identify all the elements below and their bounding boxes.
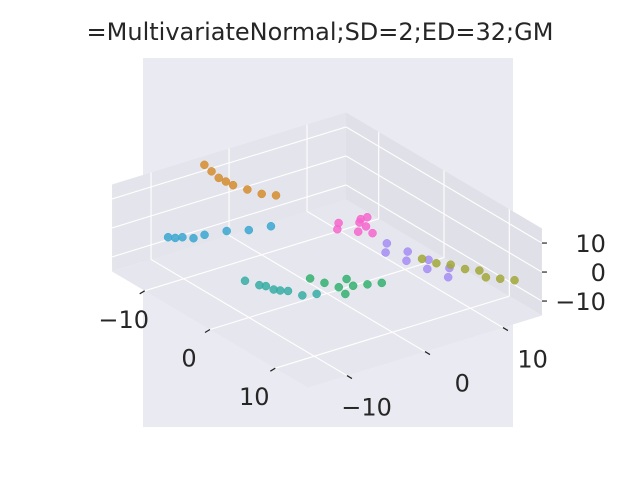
grid-line-z-back (345, 126, 543, 244)
data-point-series-1 (178, 232, 187, 242)
data-point-series-4 (353, 227, 363, 236)
data-point-series-4 (333, 225, 342, 234)
data-point-series-6 (446, 260, 455, 269)
data-point-series-4 (355, 218, 364, 227)
data-point-series-0 (257, 189, 266, 199)
data-point-series-4 (368, 228, 377, 238)
y-tick-mark (424, 351, 431, 356)
data-point-series-4 (361, 222, 371, 231)
data-point-series-6 (475, 266, 484, 275)
data-point-series-1 (171, 233, 180, 243)
x-tick-mark (269, 367, 276, 372)
y-tick-label: −10 (341, 394, 392, 422)
y-tick-label: 0 (455, 370, 470, 398)
data-point-series-5 (381, 248, 390, 257)
data-point-series-5 (382, 239, 392, 248)
data-point-series-3 (341, 289, 350, 299)
data-points (163, 160, 519, 300)
data-point-series-0 (214, 173, 223, 183)
data-point-series-5 (403, 247, 412, 256)
x-tick-label: 10 (239, 383, 270, 411)
data-point-series-6 (510, 275, 519, 285)
data-point-series-0 (221, 177, 231, 186)
data-point-series-3 (363, 280, 372, 289)
data-point-series-5 (423, 264, 432, 274)
z-tick-label: 0 (591, 259, 606, 287)
data-point-series-3 (305, 274, 315, 283)
data-point-series-0 (207, 167, 216, 176)
data-point-series-1 (222, 226, 231, 236)
data-point-series-2 (298, 291, 307, 300)
data-point-series-6 (495, 274, 505, 284)
grid-line-z-left (111, 126, 347, 200)
data-point-series-2 (240, 276, 250, 286)
data-point-series-6 (460, 264, 470, 274)
data-point-series-0 (228, 180, 238, 190)
data-point-series-5 (443, 272, 453, 282)
data-point-series-3 (348, 281, 358, 291)
x-tick-mark (139, 290, 146, 295)
data-point-series-0 (271, 191, 281, 200)
data-point-series-2 (261, 281, 271, 291)
data-point-series-2 (283, 286, 293, 296)
data-point-series-3 (342, 274, 351, 284)
data-point-series-0 (243, 185, 252, 194)
data-point-series-1 (200, 230, 209, 240)
data-point-series-2 (312, 289, 321, 299)
data-point-series-1 (163, 232, 173, 242)
z-tick-label: 10 (575, 230, 606, 258)
y-tick-mark (346, 375, 353, 380)
x-tick-label: −10 (98, 306, 149, 334)
x-tick-label: 0 (181, 345, 196, 373)
x-tick-mark (204, 328, 211, 334)
y-tick-mark (502, 327, 509, 332)
z-tick-label: −10 (555, 288, 606, 316)
data-point-series-2 (275, 286, 285, 295)
data-point-series-5 (402, 256, 411, 265)
data-point-series-3 (377, 278, 387, 288)
data-point-series-1 (266, 222, 276, 231)
data-point-series-6 (481, 273, 491, 282)
data-point-series-6 (432, 258, 441, 268)
data-point-series-1 (244, 225, 254, 235)
grid-lines (111, 124, 543, 377)
data-point-series-0 (200, 160, 209, 170)
data-point-series-3 (334, 282, 344, 292)
chart-title: =MultivariateNormal;SD=2;ED=32;GM (86, 18, 554, 46)
data-point-series-6 (417, 254, 427, 264)
data-point-series-3 (320, 278, 329, 288)
data-point-series-4 (363, 212, 372, 222)
data-point-series-1 (189, 233, 198, 243)
y-tick-label: 10 (517, 346, 548, 374)
